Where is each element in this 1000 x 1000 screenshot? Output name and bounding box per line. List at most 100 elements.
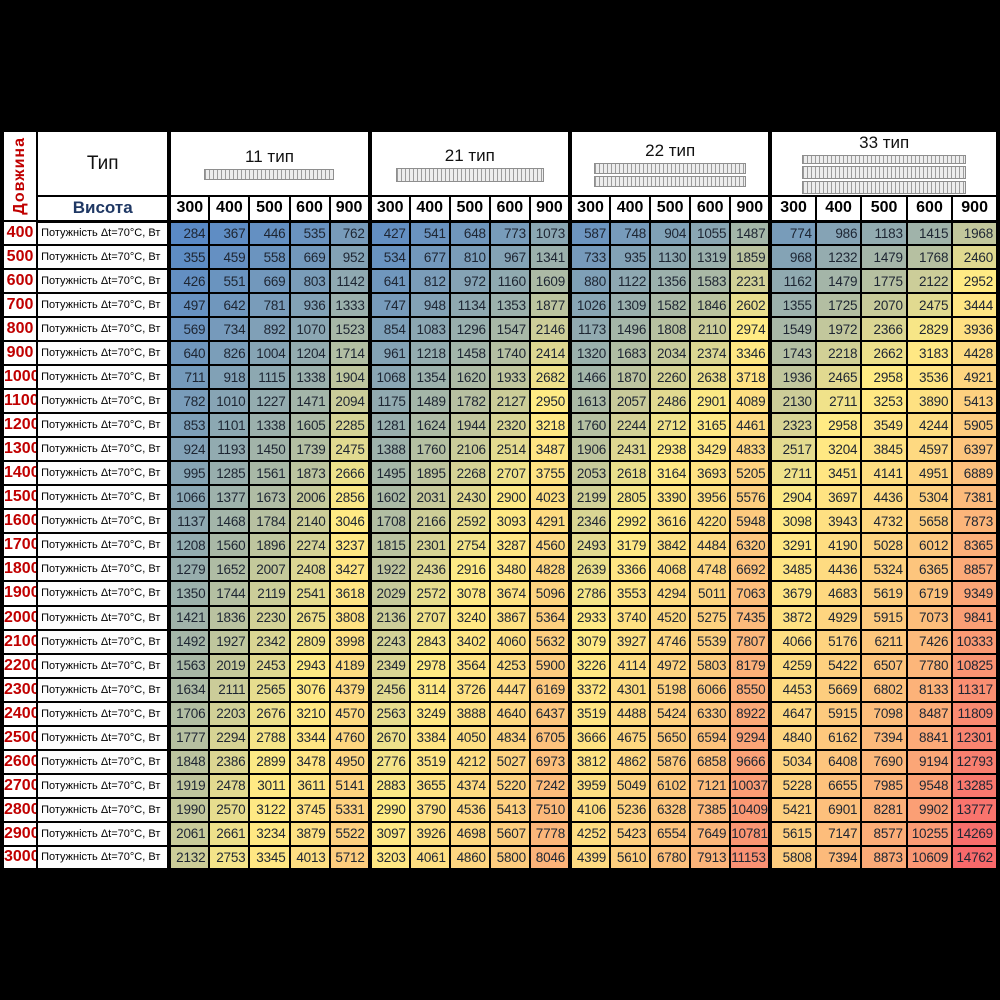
power-value-cell: 2110 <box>689 316 732 343</box>
power-row-label: Потужність Δt=70°C, Вт <box>36 844 171 872</box>
power-value-cell: 4050 <box>448 724 491 751</box>
table-row: 1000 Потужність Δt=70°C, Вт 711 918 1115 1338… <box>0 364 999 391</box>
power-value-cell: 2268 <box>448 460 491 487</box>
power-value-cell: 1582 <box>649 292 692 319</box>
power-value-cell: 2904 <box>768 484 817 511</box>
power-value-cell: 1808 <box>649 316 692 343</box>
power-value-cell: 669 <box>248 268 291 295</box>
power-value-cell: 1073 <box>528 219 572 247</box>
power-value-cell: 2933 <box>567 604 612 631</box>
power-value-cell: 3346 <box>729 340 772 367</box>
power-value-cell: 4640 <box>488 700 531 727</box>
power-value-cell: 2711 <box>768 460 817 487</box>
power-row-label: Потужність Δt=70°C, Вт <box>36 748 171 775</box>
power-value-cell: 10609 <box>905 844 954 872</box>
power-value-cell: 7435 <box>729 604 772 631</box>
power-value-cell: 1479 <box>814 268 863 295</box>
power-value-cell: 3204 <box>814 436 863 463</box>
power-value-cell: 5413 <box>488 796 531 823</box>
power-value-cell: 3943 <box>814 508 863 535</box>
power-value-cell: 497 <box>167 292 211 319</box>
height-column-header: 300 <box>367 195 411 223</box>
radiator-type-22-icon <box>574 162 768 187</box>
power-value-cell: 5141 <box>328 772 371 799</box>
power-value-cell: 2053 <box>567 460 612 487</box>
height-column-header: 900 <box>729 195 772 223</box>
power-value-cell: 2829 <box>905 316 954 343</box>
power-value-cell: 648 <box>448 219 491 247</box>
power-value-cell: 6365 <box>905 556 954 583</box>
power-value-cell: 3842 <box>649 532 692 559</box>
power-value-cell: 2475 <box>905 292 954 319</box>
power-row-label: Потужність Δt=70°C, Вт <box>36 676 171 703</box>
power-value-cell: 6655 <box>814 772 863 799</box>
power-value-cell: 1377 <box>208 484 251 511</box>
power-value-cell: 4536 <box>448 796 491 823</box>
power-value-cell: 677 <box>408 244 451 271</box>
power-value-cell: 1495 <box>367 460 411 487</box>
power-value-cell: 4291 <box>528 508 572 535</box>
power-value-cell: 3487 <box>528 436 572 463</box>
power-value-cell: 1896 <box>248 532 291 559</box>
height-column-header: 500 <box>649 195 692 223</box>
power-value-cell: 5422 <box>814 652 863 679</box>
power-value-cell: 4461 <box>729 412 772 439</box>
power-value-cell: 6780 <box>649 844 692 872</box>
power-value-cell: 972 <box>448 268 491 295</box>
power-value-cell: 6437 <box>528 700 572 727</box>
power-value-cell: 3183 <box>905 340 954 367</box>
power-value-cell: 2570 <box>208 796 251 823</box>
power-value-cell: 1160 <box>488 268 531 295</box>
power-value-cell: 2563 <box>367 700 411 727</box>
power-value-cell: 2662 <box>860 340 908 367</box>
power-value-cell: 1609 <box>528 268 572 295</box>
power-row-label: Потужність Δt=70°C, Вт <box>36 388 171 415</box>
length-row-header: 2000 <box>0 604 39 631</box>
power-value-cell: 1906 <box>567 436 612 463</box>
power-row-label: Потужність Δt=70°C, Вт <box>36 532 171 559</box>
height-header-row: Висота 300 400 500 600 900 300 400 500 600 900 300… <box>2 195 999 223</box>
power-value-cell: 4379 <box>328 676 371 703</box>
power-value-cell: 1354 <box>408 364 451 391</box>
power-value-cell: 1010 <box>208 388 251 415</box>
power-value-cell: 5205 <box>729 460 772 487</box>
power-value-cell: 3287 <box>488 532 531 559</box>
power-value-cell: 2106 <box>448 436 491 463</box>
table-row: 2700 Потужність Δt=70°C, Вт 1919 2478 3011 36… <box>0 772 999 799</box>
power-value-cell: 3179 <box>609 532 652 559</box>
power-value-cell: 1026 <box>567 292 612 319</box>
power-value-cell: 1877 <box>528 292 572 319</box>
power-value-cell: 3427 <box>328 556 371 583</box>
power-row-label: Потужність Δt=70°C, Вт <box>36 652 171 679</box>
group-header-11: 11 тип <box>167 129 371 197</box>
power-value-cell: 2349 <box>367 652 411 679</box>
power-value-cell: 3384 <box>408 724 451 751</box>
power-value-cell: 6066 <box>689 676 732 703</box>
power-value-cell: 1563 <box>167 652 211 679</box>
power-value-cell: 1356 <box>649 268 692 295</box>
power-row-label: Потужність Δt=70°C, Вт <box>36 436 171 463</box>
power-value-cell: 3444 <box>951 292 999 319</box>
power-value-cell: 3078 <box>448 580 491 607</box>
table-row: 2500 Потужність Δt=70°C, Вт 1777 2294 2788 33… <box>0 724 999 751</box>
power-value-cell: 2638 <box>689 364 732 391</box>
power-value-cell: 669 <box>288 244 331 271</box>
power-value-cell: 1634 <box>167 676 211 703</box>
power-row-label: Потужність Δt=70°C, Вт <box>36 700 171 727</box>
power-value-cell: 2901 <box>689 388 732 415</box>
power-value-cell: 642 <box>208 292 251 319</box>
power-value-cell: 8857 <box>951 556 999 583</box>
power-value-cell: 1421 <box>167 604 211 631</box>
power-value-cell: 3927 <box>609 628 652 655</box>
power-value-cell: 5800 <box>488 844 531 872</box>
height-column-header: 600 <box>288 195 331 223</box>
power-value-cell: 5331 <box>328 796 371 823</box>
power-value-cell: 892 <box>248 316 291 343</box>
power-value-cell: 8577 <box>860 820 908 847</box>
power-value-cell: 284 <box>167 219 211 247</box>
power-value-cell: 8487 <box>905 700 954 727</box>
power-value-cell: 5304 <box>905 484 954 511</box>
power-value-cell: 2034 <box>649 340 692 367</box>
power-value-cell: 1083 <box>408 316 451 343</box>
power-value-cell: 2140 <box>288 508 331 535</box>
